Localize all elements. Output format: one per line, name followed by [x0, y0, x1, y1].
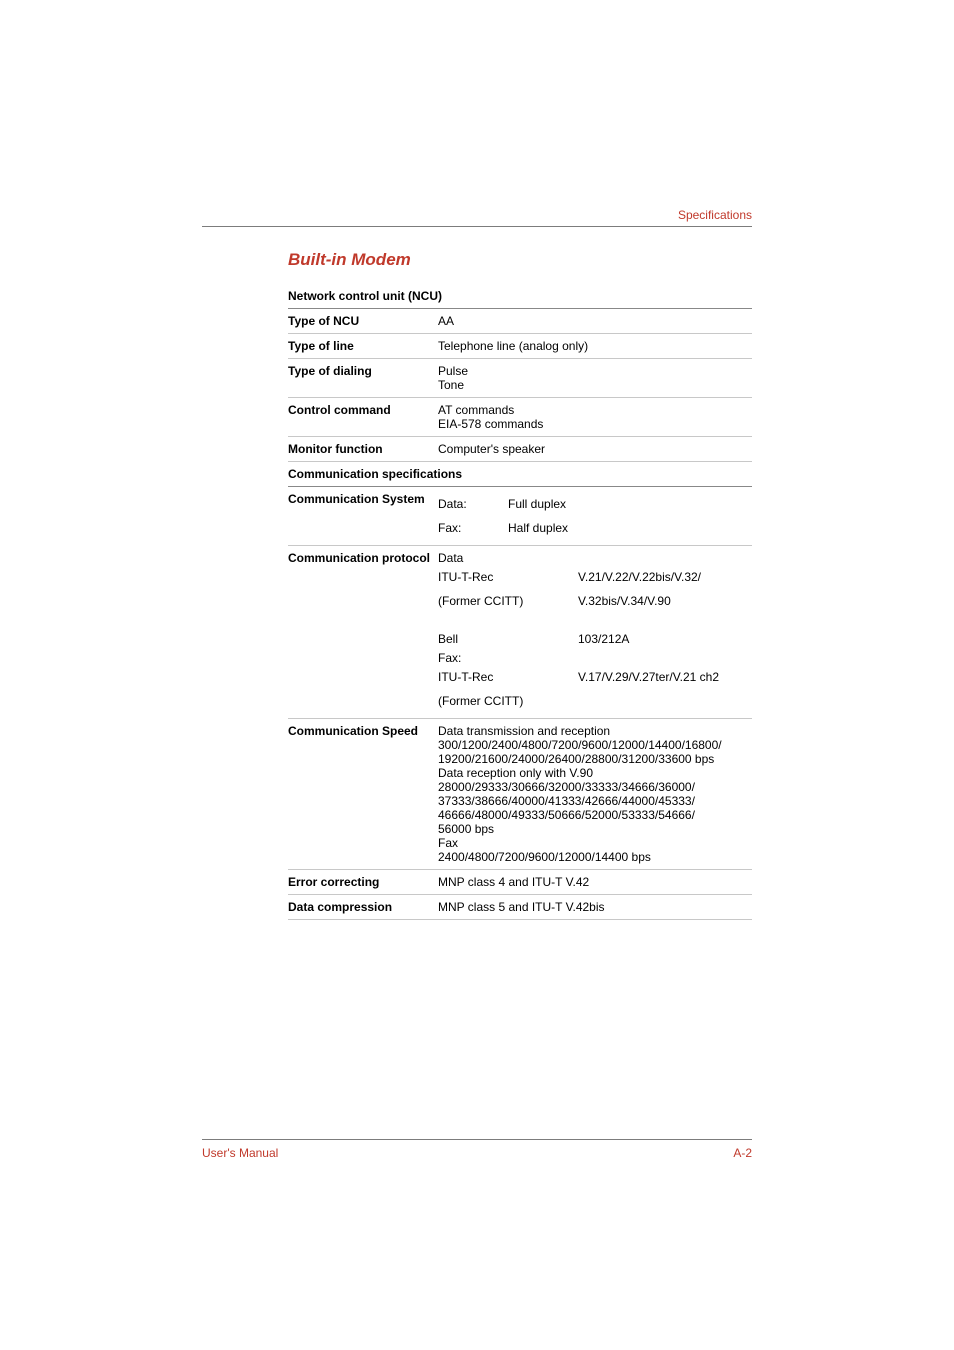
row-value: MNP class 5 and ITU-T V.42bis [438, 895, 752, 920]
table-row: Monitor function Computer's speaker [288, 437, 752, 462]
val: Half duplex [508, 516, 748, 540]
key: Data: [438, 492, 508, 516]
row-label: Data compression [288, 895, 438, 920]
comm-table: Communication System Data:Full duplex Fa… [288, 487, 752, 920]
row-label: Type of NCU [288, 309, 438, 334]
row-value: AT commands EIA-578 commands [438, 398, 752, 437]
row-value: Data transmission and reception 300/1200… [438, 719, 752, 870]
val [578, 689, 748, 713]
row-value: Computer's speaker [438, 437, 752, 462]
inner-table: Bell103/212A [438, 627, 748, 651]
row-label: Communication protocol [288, 546, 438, 719]
value-line: 46666/48000/49333/50666/52000/53333/5466… [438, 808, 748, 822]
row-value: Telephone line (analog only) [438, 334, 752, 359]
section-title: Built-in Modem [288, 250, 752, 270]
ncu-table: Type of NCU AA Type of line Telephone li… [288, 309, 752, 462]
row-label: Control command [288, 398, 438, 437]
val: V.17/V.29/V.27ter/V.21 ch2 [578, 665, 748, 689]
content-area: Built-in Modem Network control unit (NCU… [288, 250, 752, 920]
inner-table: Data:Full duplex Fax:Half duplex [438, 492, 748, 540]
key: Fax: [438, 516, 508, 540]
inner-table: ITU-T-RecV.21/V.22/V.22bis/V.32/ (Former… [438, 565, 748, 613]
row-label: Error correcting [288, 870, 438, 895]
comm-header: Communication specifications [288, 462, 752, 487]
row-label: Type of line [288, 334, 438, 359]
row-value: Data:Full duplex Fax:Half duplex [438, 487, 752, 546]
row-label: Communication System [288, 487, 438, 546]
header-rule [202, 226, 752, 227]
value-line: Data transmission and reception [438, 724, 748, 738]
row-label: Type of dialing [288, 359, 438, 398]
ncu-header: Network control unit (NCU) [288, 284, 752, 309]
table-row: Communication System Data:Full duplex Fa… [288, 487, 752, 546]
value-line: Fax: [438, 651, 748, 665]
val: V.21/V.22/V.22bis/V.32/ [578, 565, 748, 589]
value-line: Pulse [438, 364, 748, 378]
key: ITU-T-Rec [438, 665, 578, 689]
inner-table: ITU-T-RecV.17/V.29/V.27ter/V.21 ch2 (For… [438, 665, 748, 713]
value-line: 28000/29333/30666/32000/33333/34666/3600… [438, 780, 748, 794]
val: Full duplex [508, 492, 748, 516]
value-line: Data [438, 551, 748, 565]
table-row: Communication Speed Data transmission an… [288, 719, 752, 870]
value-line: Data reception only with V.90 [438, 766, 748, 780]
value-line: AT commands [438, 403, 748, 417]
row-value: MNP class 4 and ITU-T V.42 [438, 870, 752, 895]
key: ITU-T-Rec [438, 565, 578, 589]
row-value: Pulse Tone [438, 359, 752, 398]
value-line: 19200/21600/24000/26400/28800/31200/3360… [438, 752, 748, 766]
value-line: 300/1200/2400/4800/7200/9600/12000/14400… [438, 738, 748, 752]
value-line: EIA-578 commands [438, 417, 748, 431]
row-label: Communication Speed [288, 719, 438, 870]
table-row: Communication protocol Data ITU-T-RecV.2… [288, 546, 752, 719]
page: Specifications Built-in Modem Network co… [0, 0, 954, 1350]
table-row: Type of dialing Pulse Tone [288, 359, 752, 398]
footer-left: User's Manual [202, 1146, 278, 1160]
value-line: 2400/4800/7200/9600/12000/14400 bps [438, 850, 748, 864]
key: (Former CCITT) [438, 589, 578, 613]
key: Bell [438, 627, 578, 651]
footer-right: A-2 [733, 1146, 752, 1160]
table-row: Type of line Telephone line (analog only… [288, 334, 752, 359]
row-value: Data ITU-T-RecV.21/V.22/V.22bis/V.32/ (F… [438, 546, 752, 719]
row-label: Monitor function [288, 437, 438, 462]
header-label: Specifications [678, 208, 752, 222]
value-line: 37333/38666/40000/41333/42666/44000/4533… [438, 794, 748, 808]
key: (Former CCITT) [438, 689, 578, 713]
footer-rule [202, 1139, 752, 1140]
table-row: Type of NCU AA [288, 309, 752, 334]
value-line: 56000 bps [438, 822, 748, 836]
table-row: Error correcting MNP class 4 and ITU-T V… [288, 870, 752, 895]
value-line: Fax [438, 836, 748, 850]
table-row: Data compression MNP class 5 and ITU-T V… [288, 895, 752, 920]
table-row: Control command AT commands EIA-578 comm… [288, 398, 752, 437]
val: 103/212A [578, 627, 748, 651]
val: V.32bis/V.34/V.90 [578, 589, 748, 613]
row-value: AA [438, 309, 752, 334]
value-line: Tone [438, 378, 748, 392]
